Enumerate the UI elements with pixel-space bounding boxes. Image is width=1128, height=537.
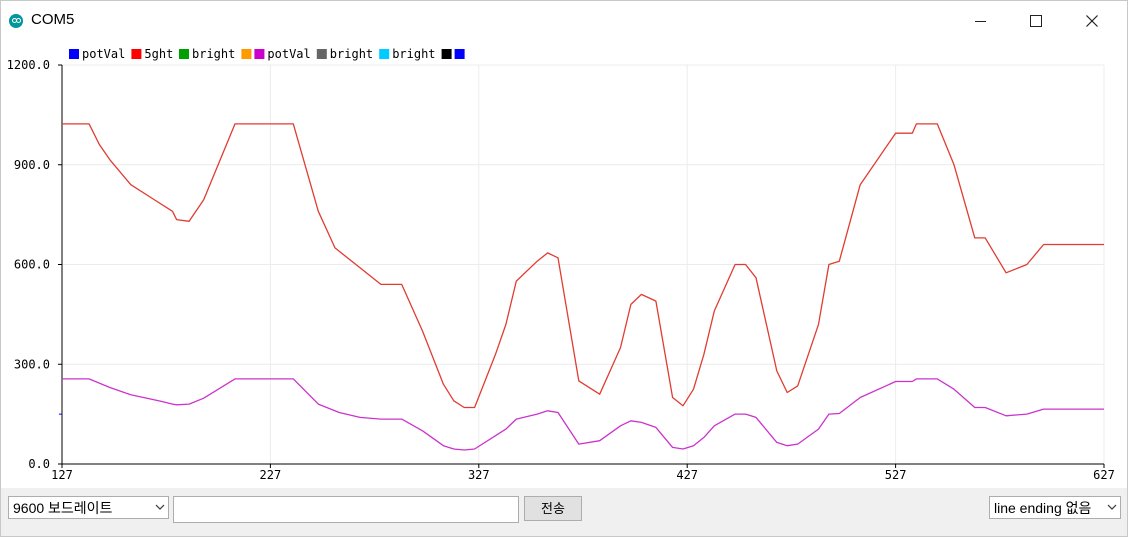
legend-swatch: [254, 49, 265, 59]
y-tick-label: 600.0: [14, 258, 50, 272]
legend-label: 5ght: [144, 47, 173, 61]
line-chart: 0.0 300.0 600.0 900.0 1200.0 127 227 327 427 527 6…: [7, 47, 1115, 482]
y-tick-label: 1200.0: [7, 58, 50, 72]
series-line-potVal: [62, 378, 1104, 451]
arduino-icon: [9, 14, 23, 28]
legend-label: bright: [392, 47, 435, 61]
close-button[interactable]: [1064, 1, 1120, 41]
window-title: COM5: [31, 11, 75, 28]
bottom-toolbar: 9600 보드레이트 전송 line ending 없음: [1, 488, 1127, 536]
send-button[interactable]: 전송: [524, 496, 582, 521]
series-line-5ght: [62, 123, 1104, 409]
line-ending-select[interactable]: line ending 없음: [989, 496, 1121, 519]
maximize-icon: [1030, 15, 1042, 27]
y-tick-label: 900.0: [14, 158, 50, 172]
legend-swatch: [179, 49, 189, 59]
legend-label: bright: [192, 47, 235, 61]
x-tick-label: 127: [51, 468, 73, 482]
legend-swatch: [454, 49, 465, 59]
title-bar: COM5: [1, 1, 1127, 41]
plot-area: 0.0 300.0 600.0 900.0 1200.0 127 227 327 427 527 6…: [1, 41, 1127, 488]
minimize-button[interactable]: [952, 1, 1008, 41]
y-tick-label: 0.0: [28, 457, 50, 471]
chevron-down-icon: [1107, 504, 1117, 510]
y-tick-label: 300.0: [14, 357, 50, 371]
baud-rate-select[interactable]: 9600 보드레이트: [8, 496, 169, 519]
baud-rate-value: 9600 보드레이트: [13, 500, 113, 516]
x-tick-label: 327: [468, 468, 490, 482]
minimize-icon: [974, 20, 986, 22]
x-tick-label: 427: [676, 468, 698, 482]
legend-swatch: [379, 49, 390, 59]
legend-swatch: [441, 49, 452, 59]
legend-label: potVal: [267, 47, 310, 61]
maximize-button[interactable]: [1008, 1, 1064, 41]
legend-swatch: [131, 49, 142, 59]
chevron-down-icon: [155, 504, 165, 510]
x-tick-label: 227: [260, 468, 282, 482]
legend-label: bright: [330, 47, 373, 61]
legend-label: potVal: [82, 47, 125, 61]
legend-swatch: [241, 49, 252, 59]
line-ending-value: line ending 없음: [994, 500, 1092, 516]
close-icon: [1086, 15, 1098, 27]
send-message-input[interactable]: [173, 496, 519, 523]
legend-swatch: [69, 49, 79, 59]
x-tick-label: 527: [885, 468, 907, 482]
legend-swatch: [316, 49, 327, 59]
x-tick-label: 627: [1093, 468, 1115, 482]
